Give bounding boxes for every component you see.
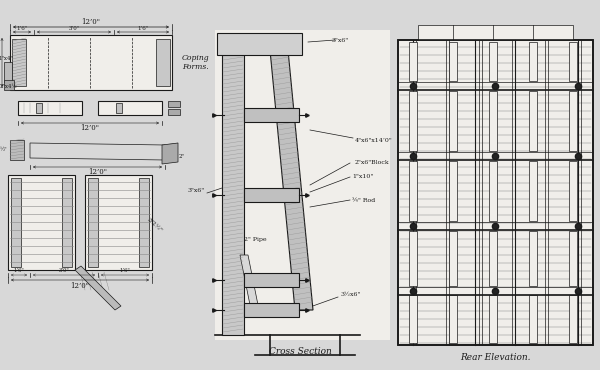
Bar — [409, 42, 417, 81]
Bar — [18, 101, 82, 115]
Text: 3½x6": 3½x6" — [340, 293, 360, 297]
Bar — [85, 175, 152, 270]
Polygon shape — [30, 143, 165, 160]
Text: 2": 2" — [179, 154, 185, 158]
Bar — [10, 35, 172, 90]
Text: 12’0": 12’0" — [88, 168, 107, 176]
Text: 3’2½": 3’2½" — [146, 217, 164, 233]
Text: Cross Section: Cross Section — [269, 347, 331, 357]
Bar — [449, 91, 457, 151]
Bar — [409, 161, 417, 221]
Text: ¾" Rod: ¾" Rod — [352, 198, 375, 202]
Bar — [449, 295, 457, 343]
Text: 3"x6": 3"x6" — [188, 188, 205, 192]
Bar — [98, 101, 162, 115]
Bar — [418, 25, 573, 40]
Bar — [116, 103, 122, 113]
Bar — [529, 91, 537, 151]
Bar — [244, 188, 299, 202]
Bar — [62, 178, 72, 267]
Bar — [139, 178, 149, 267]
Text: 12’0": 12’0" — [82, 18, 101, 26]
Bar — [398, 40, 593, 345]
Text: 2"x4½: 2"x4½ — [0, 84, 18, 88]
Text: 1’6": 1’6" — [119, 269, 130, 273]
Bar — [489, 295, 497, 343]
Bar — [489, 231, 497, 286]
Polygon shape — [75, 266, 121, 310]
Bar — [11, 178, 21, 267]
Bar — [529, 295, 537, 343]
Bar — [215, 30, 390, 340]
Text: 2" Pipe: 2" Pipe — [244, 238, 266, 242]
Text: 1’6": 1’6" — [14, 269, 25, 273]
Text: 1"x10": 1"x10" — [352, 175, 373, 179]
Polygon shape — [240, 255, 260, 315]
Bar — [409, 91, 417, 151]
Bar — [529, 42, 537, 81]
Bar — [569, 91, 577, 151]
Bar — [8, 175, 75, 270]
Bar — [244, 273, 299, 287]
Bar — [529, 161, 537, 221]
Bar — [449, 231, 457, 286]
Text: ½": ½" — [0, 148, 7, 152]
Text: 12’0": 12’0" — [71, 282, 89, 290]
Text: 1’6": 1’6" — [137, 26, 149, 30]
Text: 3’0": 3’0" — [59, 269, 70, 273]
Polygon shape — [162, 143, 178, 164]
Text: 1"x4": 1"x4" — [0, 56, 13, 61]
Bar — [489, 42, 497, 81]
Bar — [449, 42, 457, 81]
Bar — [156, 39, 170, 86]
Bar — [4, 80, 14, 90]
Text: 2"x6"Block: 2"x6"Block — [355, 159, 389, 165]
Bar — [398, 40, 593, 345]
Bar — [222, 35, 244, 335]
Bar — [10, 140, 24, 160]
Text: 4"x6"x14’0": 4"x6"x14’0" — [355, 138, 393, 142]
Polygon shape — [270, 50, 313, 310]
Bar — [217, 33, 302, 55]
Bar — [36, 103, 42, 113]
Text: 3’0": 3’0" — [68, 26, 80, 30]
Bar — [489, 161, 497, 221]
Bar — [244, 108, 299, 122]
Text: Rear Elevation.: Rear Elevation. — [460, 353, 531, 363]
Bar — [4, 62, 12, 82]
Bar — [168, 109, 180, 115]
Text: 1’6": 1’6" — [16, 26, 28, 30]
Bar — [168, 101, 180, 107]
Bar — [529, 231, 537, 286]
Text: Coping
Forms.: Coping Forms. — [182, 54, 209, 71]
Bar — [88, 178, 98, 267]
Bar — [449, 161, 457, 221]
Bar — [569, 161, 577, 221]
Bar — [12, 39, 26, 86]
Bar — [409, 231, 417, 286]
Bar — [569, 231, 577, 286]
Text: 12’0": 12’0" — [80, 124, 100, 132]
Bar — [409, 295, 417, 343]
Text: 3"x6": 3"x6" — [331, 37, 349, 43]
Bar — [244, 303, 299, 317]
Bar — [489, 91, 497, 151]
Bar — [569, 295, 577, 343]
Bar — [569, 42, 577, 81]
